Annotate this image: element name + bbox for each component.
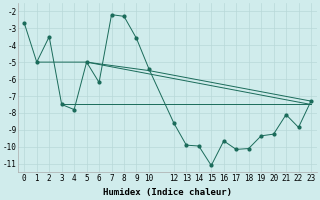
X-axis label: Humidex (Indice chaleur): Humidex (Indice chaleur) bbox=[103, 188, 232, 197]
